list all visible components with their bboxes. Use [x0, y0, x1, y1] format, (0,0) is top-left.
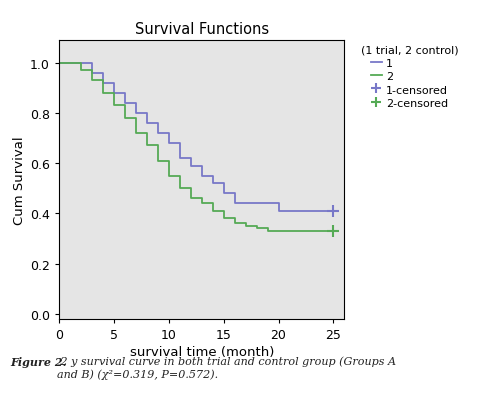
Legend: 1, 2, 1-censored, 2-censored: 1, 2, 1-censored, 2-censored	[359, 44, 461, 111]
Y-axis label: Cum Survival: Cum Survival	[13, 136, 26, 224]
Title: Survival Functions: Survival Functions	[135, 22, 269, 37]
X-axis label: survival time (month): survival time (month)	[129, 345, 274, 358]
Text: Figure 2.: Figure 2.	[10, 356, 66, 367]
Text: 2 y survival curve in both trial and control group (Groups A
and B) (χ²=0.319, P: 2 y survival curve in both trial and con…	[57, 356, 396, 379]
